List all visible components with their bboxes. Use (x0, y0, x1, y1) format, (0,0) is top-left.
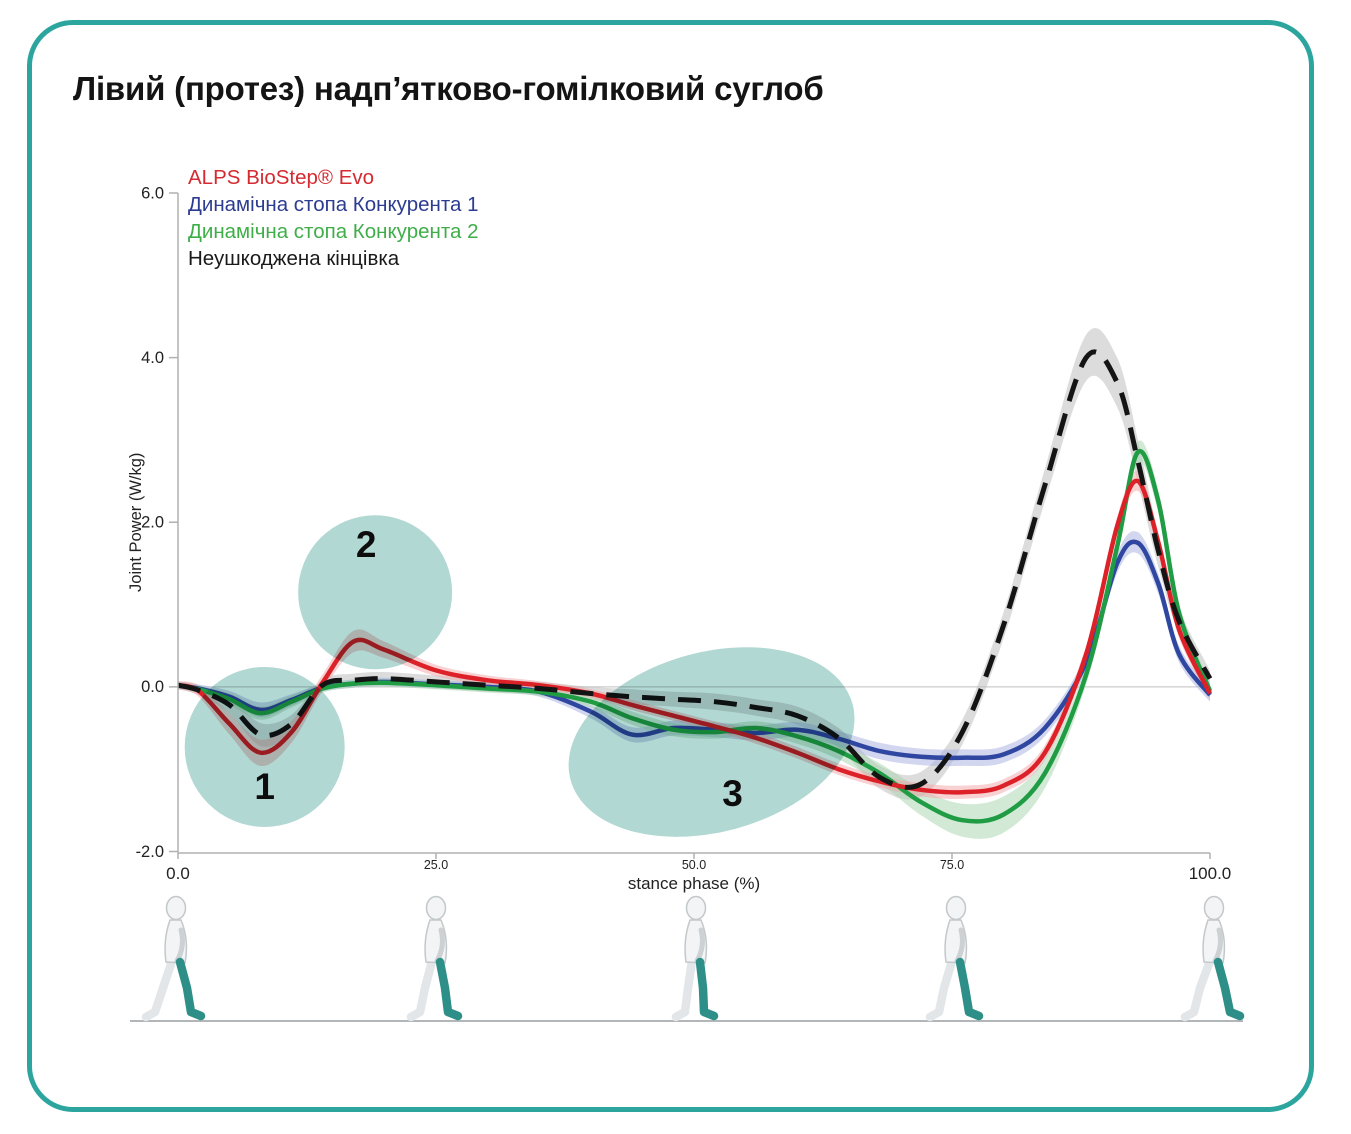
report-card (27, 20, 1314, 1112)
prosthetic-leg (695, 957, 719, 1021)
highlight-label-3: 3 (722, 773, 743, 814)
gait-figure-2 (406, 895, 463, 1022)
highlight-region-3 (568, 647, 855, 837)
x-tick-label: 25.0 (424, 858, 448, 872)
x-tick-label: 75.0 (940, 858, 964, 872)
sound-leg (925, 956, 957, 1022)
gait-figure-4 (925, 895, 984, 1022)
legend-item-competitor-2: Динамічна стопа Конкурента 2 (188, 218, 478, 245)
y-tick-label: -2.0 (136, 843, 164, 861)
highlight-label-2: 2 (356, 524, 377, 565)
legend-item-alps-biostep-evo: ALPS BioStep® Evo (188, 164, 478, 191)
sound-leg (141, 956, 177, 1022)
x-tick-label: 0.0 (166, 864, 190, 883)
head (1203, 895, 1225, 921)
y-tick-label: 4.0 (141, 349, 164, 367)
legend-label: ALPS BioStep® Evo (188, 166, 375, 189)
x-tick-label: 50.0 (682, 858, 706, 872)
legend-label: Неушкоджена кінцівка (188, 247, 400, 270)
x-tick-label: 100.0 (1189, 864, 1232, 883)
head (945, 895, 967, 921)
gait-figure-3 (671, 895, 719, 1022)
prosthetic-leg (1213, 957, 1245, 1021)
gait-figure-5 (1180, 895, 1245, 1022)
sound-leg (1180, 956, 1215, 1022)
x-axis-label: stance phase (%) (628, 874, 760, 893)
head (165, 895, 187, 921)
prosthetic-leg (435, 957, 463, 1021)
page-title: Лівий (протез) надп’ятково-гомілковий су… (73, 70, 824, 107)
head (425, 895, 447, 921)
highlight-label-1: 1 (254, 766, 275, 807)
sound-leg (671, 956, 697, 1022)
legend-item-intact-limb: Неушкоджена кінцівка (188, 245, 478, 272)
y-axis-label: Joint Power (W/kg) (127, 453, 145, 592)
legend-label: Динамічна стопа Конкурента 1 (188, 193, 479, 216)
chart-legend: ALPS BioStep® Evo Динамічна стопа Конкур… (188, 164, 478, 272)
gait-figure-1 (141, 895, 206, 1022)
y-tick-label: 6.0 (141, 184, 164, 202)
y-tick-label: 2.0 (141, 514, 164, 532)
sound-leg (406, 956, 437, 1022)
highlight-region-2 (298, 515, 453, 670)
head (685, 895, 707, 921)
prosthetic-leg (955, 957, 984, 1021)
legend-item-competitor-1: Динамічна стопа Конкурента 1 (188, 191, 478, 218)
highlight-region-1 (184, 666, 345, 827)
prosthetic-leg (175, 957, 206, 1021)
legend-label: Динамічна стопа Конкурента 2 (188, 220, 479, 243)
y-tick-label: 0.0 (141, 678, 164, 696)
